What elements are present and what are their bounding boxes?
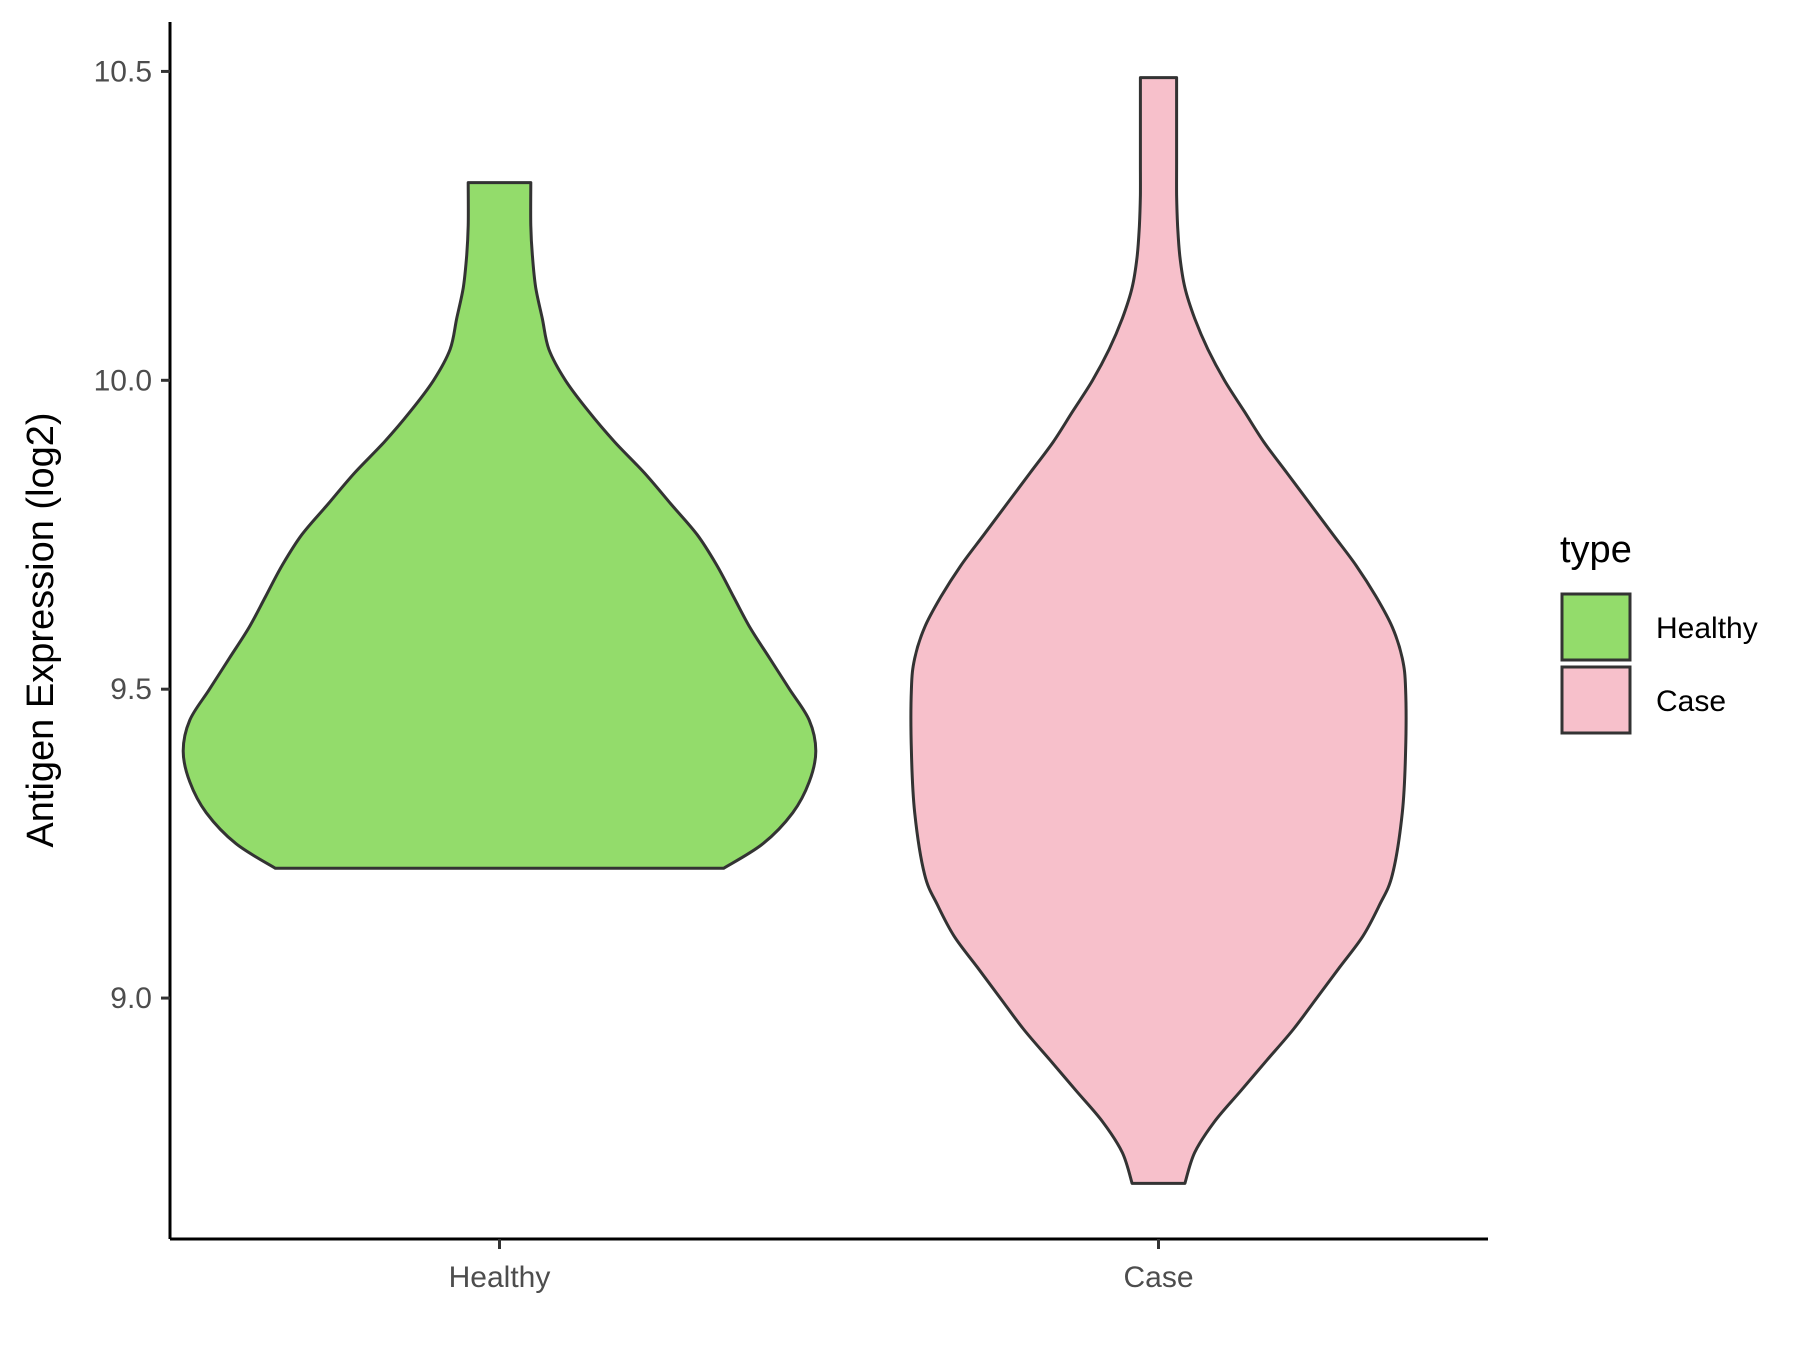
legend-key-case — [1560, 665, 1632, 735]
violin-case — [909, 76, 1408, 1185]
legend-title: type — [1560, 529, 1632, 571]
y-axis-title: Antigen Expression (log2) — [20, 412, 62, 847]
legend: type Healthy Case — [1560, 529, 1758, 735]
legend-label-healthy: Healthy — [1656, 612, 1758, 645]
legend-label-case: Case — [1656, 685, 1726, 718]
y-axis-ticks: 9.0 9.5 10.0 10.5 — [94, 55, 170, 1015]
x-tick-label-case: Case — [1123, 1261, 1193, 1294]
y-tick-label: 9.5 — [110, 673, 152, 706]
violin-layer — [181, 76, 1408, 1185]
y-tick-label: 10.5 — [94, 55, 152, 88]
y-tick-label: 9.0 — [110, 982, 152, 1015]
violin-healthy — [181, 181, 818, 870]
x-tick-label-healthy: Healthy — [449, 1261, 551, 1294]
legend-key-healthy — [1560, 592, 1632, 662]
x-axis-ticks: Healthy Case — [449, 1239, 1194, 1294]
y-tick-label: 10.0 — [94, 364, 152, 397]
